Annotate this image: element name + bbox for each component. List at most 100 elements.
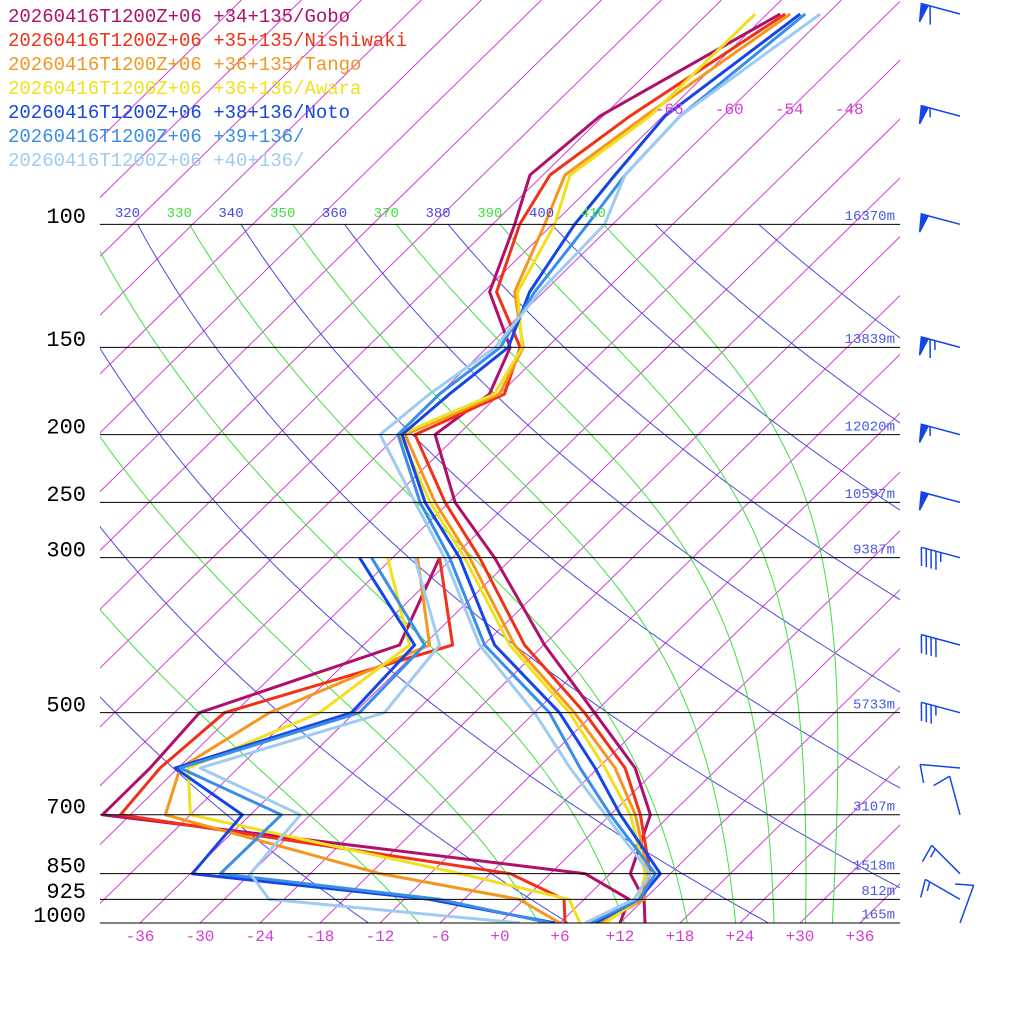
isotherm — [379, 412, 900, 923]
isotherm-label: -48 — [835, 101, 864, 119]
legend-entry: 20260416T1200Z+06 +36+136/Awara — [8, 78, 361, 100]
dry-adiabat — [758, 223, 900, 339]
barb-full — [921, 845, 933, 863]
pressure-label: 150 — [46, 328, 86, 353]
legend-entry: 20260416T1200Z+06 +38+136/Noto — [8, 102, 350, 124]
wind-barb — [933, 775, 961, 815]
isotherm — [859, 883, 900, 923]
isotherm — [100, 0, 602, 493]
x-tick-label: -24 — [246, 928, 275, 946]
wind-barb — [954, 883, 975, 924]
barb-full — [919, 879, 927, 898]
theta-label: 380 — [425, 206, 450, 222]
pressure-label: 1000 — [33, 904, 86, 929]
barb-flag — [918, 423, 930, 443]
legend-entry: 20260416T1200Z+06 +35+135/Nishiwaki — [8, 30, 407, 52]
height-label: 5733m — [853, 697, 895, 713]
barb-staff — [921, 701, 961, 714]
pressure-label: 100 — [46, 205, 86, 230]
isotherm — [100, 0, 722, 610]
isotherm-label: -60 — [715, 101, 744, 119]
dewpoint-line — [173, 556, 556, 923]
isotherm — [619, 647, 900, 923]
barb-flag — [918, 213, 930, 233]
barb-flag — [918, 104, 930, 125]
wind-barb — [920, 546, 961, 570]
barb-staff — [924, 878, 961, 900]
isotherm — [139, 177, 900, 923]
legend-entry: 20260416T1200Z+06 +39+136/ — [8, 126, 304, 148]
barb-full — [933, 775, 951, 787]
barb-flag — [918, 2, 930, 23]
x-tick-label: +6 — [550, 928, 569, 946]
isotherm — [100, 0, 542, 434]
isotherm — [799, 824, 900, 923]
pressure-label: 200 — [46, 415, 86, 440]
isotherm — [100, 0, 842, 728]
height-label: 1518m — [853, 858, 895, 874]
theta-label: 350 — [270, 206, 295, 222]
wind-barb — [918, 2, 961, 25]
height-label: 9387m — [853, 542, 895, 558]
isotherm-label: -66 — [655, 101, 684, 119]
dry-adiabat — [137, 224, 900, 889]
pressure-label: 250 — [46, 483, 86, 508]
pressure-label: 300 — [46, 538, 86, 563]
isotherm — [199, 236, 900, 923]
theta-label: 410 — [581, 206, 606, 222]
wind-barb — [919, 763, 961, 784]
theta-label: 370 — [374, 206, 399, 222]
barb-staff — [921, 546, 961, 559]
barb-flag — [918, 336, 930, 356]
barb-half — [930, 848, 936, 858]
legend-entry: 20260416T1200Z+06 +36+135/Tango — [8, 54, 361, 76]
isotherm-label: -54 — [775, 101, 804, 119]
theta-label: 320 — [115, 206, 140, 222]
labels: 100 16370m 150 13839m 200 12020m 250 10597m 300 9… — [8, 2, 975, 946]
barb-flag — [918, 491, 930, 511]
pressure-label: 850 — [46, 854, 86, 879]
legend-entry: 20260416T1200Z+06 +34+135/Gobo — [8, 6, 350, 28]
wind-barb — [918, 423, 961, 443]
wind-barb — [919, 878, 961, 900]
theta-label: 330 — [167, 206, 192, 222]
pressure-label: 500 — [46, 693, 86, 718]
dry-adiabat — [654, 223, 900, 424]
temperature-line — [403, 12, 792, 923]
barb-half — [926, 881, 931, 892]
wind-barb — [918, 336, 961, 359]
legend-entry: 20260416T1200Z+06 +40+136/ — [8, 150, 304, 172]
x-tick-label: +12 — [606, 928, 635, 946]
x-tick-label: +36 — [846, 928, 875, 946]
wind-barb — [921, 844, 961, 875]
isotherm — [100, 0, 302, 199]
barb-staff — [948, 775, 961, 815]
barb-full — [919, 764, 925, 784]
dewpoint-line — [100, 557, 631, 923]
theta-label: 340 — [218, 206, 243, 222]
moist-adiabat — [100, 250, 625, 923]
isotherm — [100, 118, 900, 905]
isotherm — [100, 0, 482, 375]
height-label: 13839m — [845, 332, 895, 348]
isotherm — [100, 0, 662, 552]
isotherm — [100, 0, 422, 316]
isotherm — [100, 0, 362, 258]
barb-staff — [920, 763, 961, 769]
temperature-line — [433, 12, 781, 923]
isotherm — [100, 0, 900, 787]
height-label: 12020m — [845, 419, 895, 435]
wind-barb — [920, 633, 961, 658]
wind-barb — [918, 213, 961, 233]
theta-label: 360 — [322, 206, 347, 222]
barb-staff — [959, 885, 975, 924]
wind-barb — [918, 104, 961, 125]
isotherm — [559, 588, 900, 923]
height-label: 812m — [861, 884, 895, 900]
height-label: 165m — [861, 908, 895, 924]
x-tick-label: -36 — [126, 928, 155, 946]
wind-barb — [918, 491, 961, 511]
pressure-label: 925 — [46, 880, 86, 905]
x-tick-label: +24 — [726, 928, 755, 946]
